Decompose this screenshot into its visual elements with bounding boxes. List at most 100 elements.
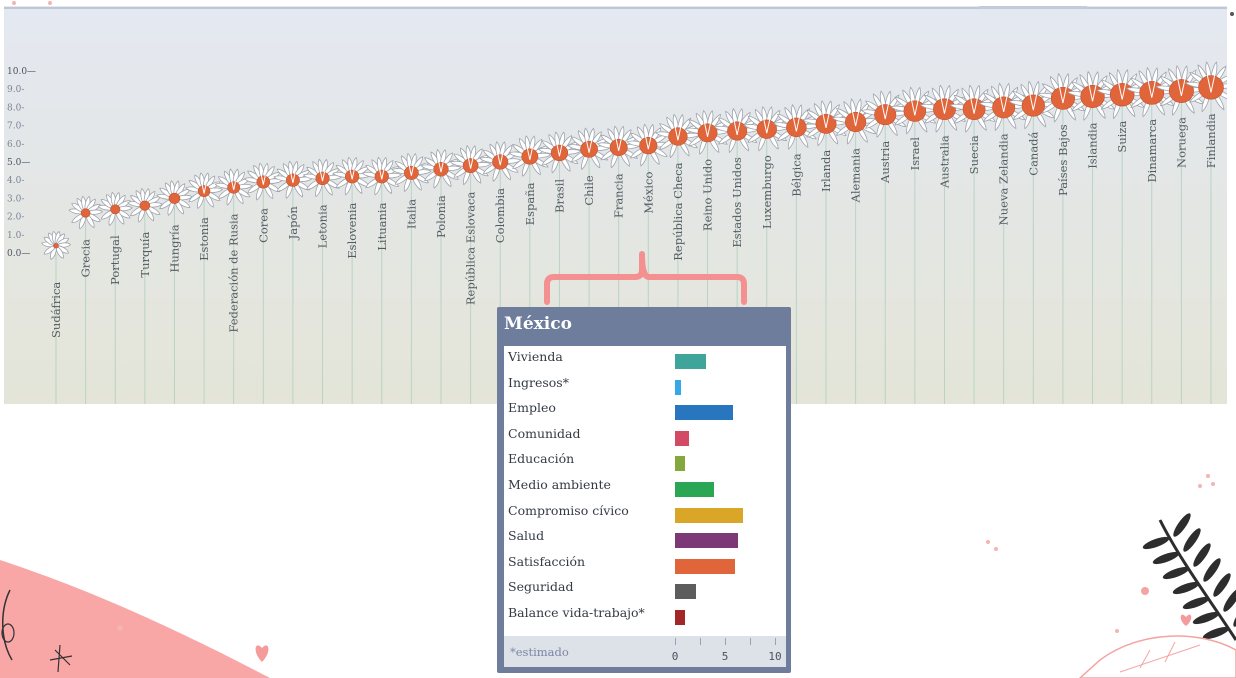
dimension-row[interactable]: Medio ambiente xyxy=(504,474,786,499)
dimension-row[interactable]: Compromiso cívico xyxy=(504,500,786,525)
dimension-row[interactable]: Empleo xyxy=(504,397,786,422)
flower-center-detail xyxy=(970,98,978,114)
dimension-row[interactable]: Salud xyxy=(504,525,786,550)
country-label[interactable]: Eslovenia xyxy=(345,202,359,258)
flower-mark[interactable] xyxy=(860,90,910,138)
country-label[interactable]: Irlanda xyxy=(819,150,833,192)
country-label[interactable]: República Eslovaca xyxy=(464,191,478,305)
flower-mark[interactable] xyxy=(156,180,193,216)
dimension-row[interactable]: Vivienda xyxy=(504,346,786,371)
dot-icon xyxy=(48,1,52,5)
dimension-row[interactable]: Balance vida-trabajo* xyxy=(504,602,786,627)
country-label[interactable]: España xyxy=(523,182,537,225)
country-label[interactable]: Federación de Rusia xyxy=(227,213,241,332)
country-label[interactable]: Letonia xyxy=(316,204,330,248)
flower-mark[interactable] xyxy=(302,158,343,198)
country-label[interactable]: Australia xyxy=(937,135,951,189)
axis-tick xyxy=(675,638,676,645)
flower-mark[interactable] xyxy=(626,123,671,167)
country-label[interactable]: Hungría xyxy=(167,224,181,272)
flower-mark[interactable] xyxy=(243,162,283,201)
country-label[interactable]: Nueva Zelandia xyxy=(997,133,1011,225)
y-tick-label: 8.0- xyxy=(7,103,24,113)
dimension-row[interactable]: Educación xyxy=(504,448,786,473)
popup-footer: *estimado 0 5 10 xyxy=(504,636,786,667)
flower-mark[interactable] xyxy=(273,160,313,199)
fern-leaf-icon xyxy=(1162,566,1190,580)
scroll-indicator[interactable] xyxy=(979,6,1087,9)
country-label[interactable]: Italia xyxy=(404,199,418,229)
leaf-icon xyxy=(1,623,15,643)
country-label[interactable]: Reino Unido xyxy=(701,159,715,231)
country-detail-popup[interactable]: México Vivienda Ingresos* Empleo Comunidad E… xyxy=(497,307,791,673)
flower-mark[interactable] xyxy=(391,152,432,193)
country-label[interactable]: Estados Unidos xyxy=(730,157,744,248)
country-label[interactable]: Luxemburgo xyxy=(760,155,774,229)
country-label[interactable]: Sudáfrica xyxy=(49,282,63,338)
country-label[interactable]: Suiza xyxy=(1115,121,1129,153)
country-label[interactable]: México xyxy=(641,172,655,214)
country-label[interactable]: Turquía xyxy=(138,232,152,278)
dimension-label: Comunidad xyxy=(508,425,581,441)
dimension-row[interactable]: Seguridad xyxy=(504,576,786,601)
country-label[interactable]: Finlandia xyxy=(1204,113,1218,168)
flower-mark[interactable] xyxy=(97,191,133,226)
country-label[interactable]: Francia xyxy=(612,173,626,218)
flower-mark[interactable] xyxy=(714,107,761,154)
flower-center xyxy=(404,165,419,180)
country-label[interactable]: Israel xyxy=(908,137,922,171)
flower-center-detail xyxy=(1088,84,1097,102)
flower-mark[interactable] xyxy=(684,109,731,155)
flower-mark[interactable] xyxy=(596,125,641,169)
country-label[interactable]: Portugal xyxy=(108,235,122,285)
country-label[interactable]: Alemania xyxy=(849,148,863,204)
country-label[interactable]: Canadá xyxy=(1026,131,1040,175)
flower-center-detail xyxy=(881,103,889,120)
dot-icon xyxy=(1141,587,1149,595)
flower-mark[interactable] xyxy=(127,187,163,223)
country-label[interactable]: Islandia xyxy=(1086,122,1100,168)
country-label[interactable]: Colombia xyxy=(493,188,507,243)
flower-mark[interactable] xyxy=(68,195,104,230)
country-label[interactable]: Noruega xyxy=(1174,117,1188,168)
country-label[interactable]: Chile xyxy=(582,175,596,206)
flower-mark[interactable] xyxy=(41,230,72,260)
pink-leaf-veins-icon xyxy=(1119,641,1201,673)
country-label[interactable]: República Checa xyxy=(671,162,685,260)
flower-mark[interactable] xyxy=(332,156,373,196)
flower-center xyxy=(874,104,897,126)
country-label[interactable]: Dinamarca xyxy=(1145,119,1159,183)
country-label[interactable]: Suecia xyxy=(967,135,981,174)
heart-icon xyxy=(255,645,269,662)
dimension-row[interactable]: Satisfacción xyxy=(504,551,786,576)
flower-mark[interactable] xyxy=(1155,65,1208,116)
flower-mark[interactable] xyxy=(1184,61,1227,113)
flower-mark[interactable] xyxy=(1066,70,1119,121)
flower-mark[interactable] xyxy=(214,168,253,206)
flower-mark[interactable] xyxy=(567,127,612,171)
country-label[interactable]: Lituania xyxy=(375,202,389,250)
country-label[interactable]: Estonia xyxy=(197,217,211,261)
dimension-bar xyxy=(675,610,685,625)
country-label[interactable]: Bélgica xyxy=(789,153,803,196)
flower-mark[interactable] xyxy=(743,106,791,152)
country-label[interactable]: Austria xyxy=(878,141,892,184)
country-label[interactable]: Brasil xyxy=(552,179,566,213)
dimension-row[interactable]: Ingresos* xyxy=(504,372,786,397)
flower-center xyxy=(933,98,956,121)
flower-mark[interactable] xyxy=(773,104,821,150)
country-label[interactable]: Grecia xyxy=(79,239,93,278)
flower-mark[interactable] xyxy=(479,141,522,182)
flower-mark[interactable] xyxy=(185,172,224,210)
dimension-bar xyxy=(675,558,735,574)
country-label[interactable]: Japón xyxy=(286,206,300,241)
dimension-label: Vivienda xyxy=(508,349,563,364)
dimension-row[interactable]: Comunidad xyxy=(504,423,786,448)
country-label[interactable]: Países Bajos xyxy=(1056,124,1070,196)
flower-mark[interactable] xyxy=(361,156,402,196)
country-label[interactable]: Polonia xyxy=(434,195,448,238)
country-label[interactable]: Corea xyxy=(256,208,270,243)
dimension-label: Educación xyxy=(508,451,575,467)
dimension-label: Compromiso cívico xyxy=(508,502,629,518)
flower-mark[interactable] xyxy=(508,135,552,177)
